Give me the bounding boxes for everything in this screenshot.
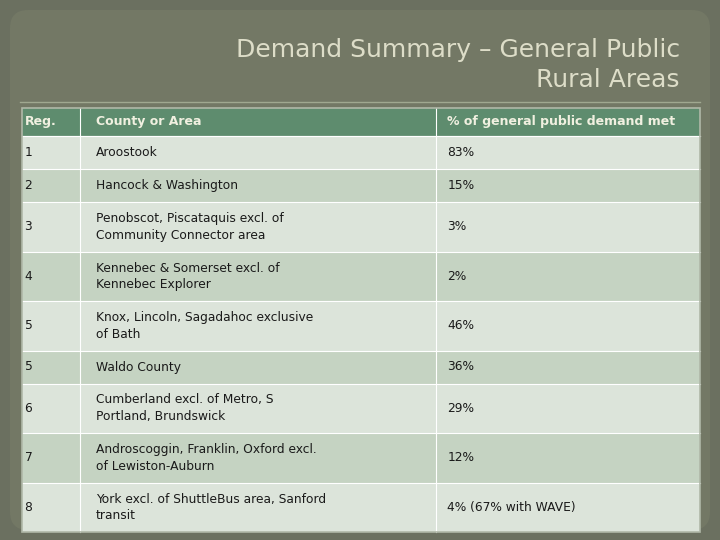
Text: Waldo County: Waldo County — [96, 361, 181, 374]
Bar — [22, 483, 80, 532]
Text: 7: 7 — [24, 451, 32, 464]
Bar — [436, 252, 700, 301]
Text: 2: 2 — [24, 179, 32, 192]
Text: Penobscot, Piscataquis excl. of
Community Connector area: Penobscot, Piscataquis excl. of Communit… — [96, 212, 284, 241]
Bar — [80, 169, 436, 202]
Bar — [22, 301, 80, 350]
Bar — [80, 350, 436, 383]
Bar — [436, 483, 700, 532]
Text: Hancock & Washington: Hancock & Washington — [96, 179, 238, 192]
Text: 2%: 2% — [447, 270, 467, 283]
Text: 4% (67% with WAVE): 4% (67% with WAVE) — [447, 501, 576, 514]
Text: Kennebec & Somerset excl. of
Kennebec Explorer: Kennebec & Somerset excl. of Kennebec Ex… — [96, 261, 279, 291]
Bar — [436, 169, 700, 202]
Text: 1: 1 — [24, 146, 32, 159]
Text: 5: 5 — [24, 319, 32, 332]
Text: 36%: 36% — [447, 361, 474, 374]
Bar — [22, 108, 700, 532]
Text: 6: 6 — [24, 402, 32, 415]
Text: County or Area: County or Area — [96, 116, 201, 129]
Bar — [80, 433, 436, 483]
Text: 3%: 3% — [447, 220, 467, 233]
Text: Aroostook: Aroostook — [96, 146, 158, 159]
Bar — [436, 433, 700, 483]
Text: 15%: 15% — [447, 179, 474, 192]
Text: 29%: 29% — [447, 402, 474, 415]
Bar — [22, 136, 80, 169]
Bar — [80, 483, 436, 532]
Bar — [436, 383, 700, 433]
Text: 5: 5 — [24, 361, 32, 374]
Text: Knox, Lincoln, Sagadahoc exclusive
of Bath: Knox, Lincoln, Sagadahoc exclusive of Ba… — [96, 311, 313, 341]
Text: Cumberland excl. of Metro, S
Portland, Brundswick: Cumberland excl. of Metro, S Portland, B… — [96, 394, 273, 423]
Text: Rural Areas: Rural Areas — [536, 68, 680, 92]
Text: Demand Summary – General Public: Demand Summary – General Public — [236, 38, 680, 62]
Bar — [436, 350, 700, 383]
Bar — [436, 301, 700, 350]
Text: 12%: 12% — [447, 451, 474, 464]
Text: 46%: 46% — [447, 319, 474, 332]
Bar — [22, 202, 80, 252]
Text: 4: 4 — [24, 270, 32, 283]
Bar — [80, 301, 436, 350]
Bar — [80, 383, 436, 433]
Bar — [80, 108, 436, 136]
Bar — [80, 252, 436, 301]
Bar — [80, 202, 436, 252]
Text: Reg.: Reg. — [24, 116, 56, 129]
FancyBboxPatch shape — [10, 10, 710, 530]
Bar — [22, 350, 80, 383]
Bar — [436, 136, 700, 169]
Bar — [22, 383, 80, 433]
Text: 83%: 83% — [447, 146, 474, 159]
Text: York excl. of ShuttleBus area, Sanford
transit: York excl. of ShuttleBus area, Sanford t… — [96, 492, 325, 522]
Text: Androscoggin, Franklin, Oxford excl.
of Lewiston-Auburn: Androscoggin, Franklin, Oxford excl. of … — [96, 443, 316, 472]
Bar — [80, 136, 436, 169]
Bar — [436, 108, 700, 136]
Bar — [22, 252, 80, 301]
Bar — [22, 169, 80, 202]
Text: 3: 3 — [24, 220, 32, 233]
Bar — [22, 433, 80, 483]
Bar — [22, 108, 80, 136]
Bar — [436, 202, 700, 252]
Text: 8: 8 — [24, 501, 32, 514]
Text: % of general public demand met: % of general public demand met — [447, 116, 675, 129]
